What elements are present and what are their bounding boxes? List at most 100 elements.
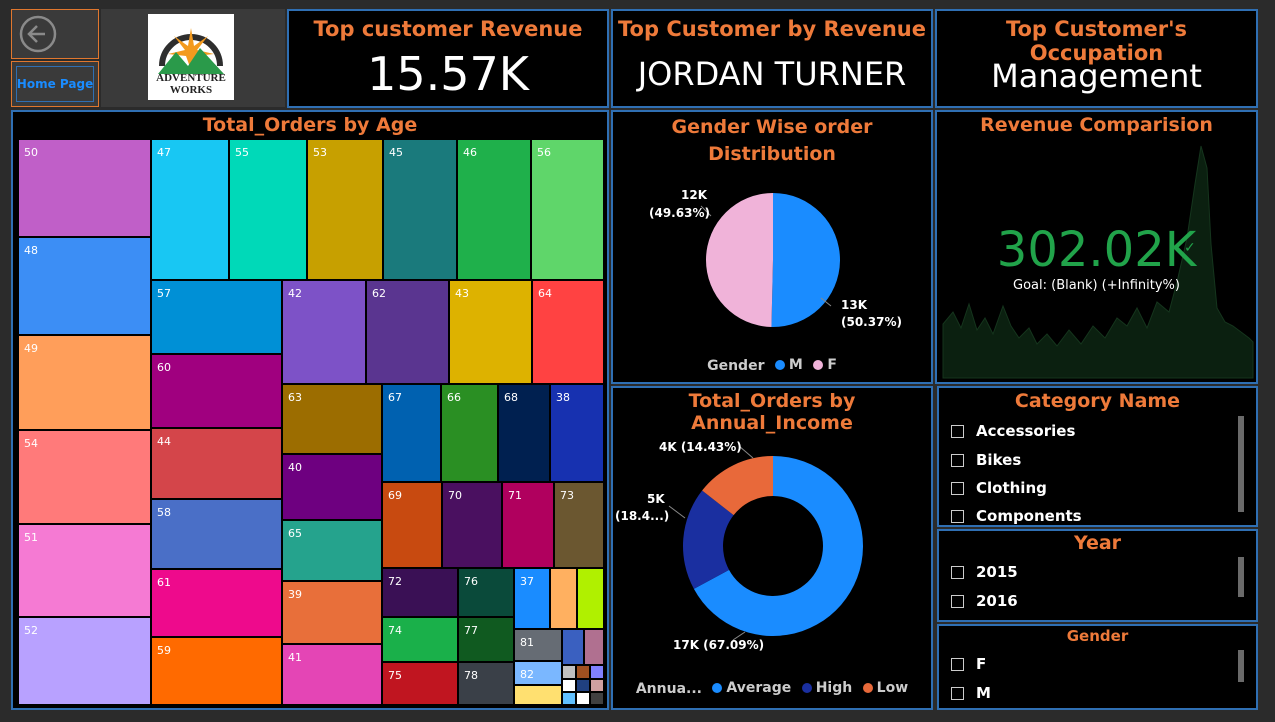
- treemap-tile-54[interactable]: 54: [19, 431, 150, 523]
- treemap-tile-44[interactable]: 44: [152, 429, 281, 498]
- legend-item-f[interactable]: F: [813, 357, 837, 373]
- treemap-tile-52[interactable]: 52: [19, 618, 150, 704]
- treemap-tile-49[interactable]: 49: [19, 336, 150, 429]
- treemap-tile-small[interactable]: [578, 569, 603, 628]
- treemap-tile-42[interactable]: 42: [283, 281, 365, 383]
- treemap-tile-60[interactable]: 60: [152, 355, 281, 427]
- treemap-tile-50[interactable]: 50: [19, 140, 150, 236]
- legend-item-average[interactable]: Average: [712, 680, 791, 696]
- treemap-tile-63[interactable]: 63: [283, 385, 381, 453]
- treemap-tile-62[interactable]: 62: [367, 281, 448, 383]
- treemap-tile-small[interactable]: [585, 630, 603, 664]
- treemap-tile-small[interactable]: [591, 666, 603, 678]
- treemap-tile-72[interactable]: 72: [383, 569, 457, 616]
- treemap-tile-small[interactable]: [563, 680, 575, 691]
- slicer-item-clothing[interactable]: Clothing: [951, 479, 1047, 497]
- treemap-tile-75[interactable]: 75: [383, 663, 457, 704]
- treemap-tile-82[interactable]: 82: [515, 662, 561, 684]
- treemap-tile-43[interactable]: 43: [450, 281, 531, 383]
- slicer-item-components[interactable]: Components: [951, 507, 1082, 525]
- checkbox[interactable]: [951, 565, 964, 579]
- treemap-tile-small[interactable]: [577, 680, 589, 691]
- treemap-tile-53[interactable]: 53: [308, 140, 382, 279]
- checkbox[interactable]: [951, 453, 964, 467]
- donut-slice-high[interactable]: [683, 490, 734, 589]
- pie-slice-f[interactable]: [705, 193, 773, 327]
- treemap-tile-68[interactable]: 68: [499, 385, 549, 481]
- treemap-tile-41[interactable]: 41: [283, 645, 381, 704]
- legend-item-high[interactable]: High: [801, 680, 852, 696]
- treemap-tile-small[interactable]: [577, 666, 589, 678]
- treemap-tile-58[interactable]: 58: [152, 500, 281, 568]
- treemap-tile-66[interactable]: 66: [442, 385, 497, 481]
- checkbox[interactable]: [951, 686, 964, 700]
- treemap-tile-small[interactable]: [591, 693, 603, 704]
- treemap-tile-small[interactable]: [563, 630, 583, 664]
- treemap-tile-40[interactable]: 40: [283, 455, 381, 519]
- treemap-tile-65[interactable]: 65: [283, 521, 381, 580]
- slicer-item-bikes[interactable]: Bikes: [951, 451, 1021, 469]
- treemap-tile-73[interactable]: 73: [555, 483, 603, 567]
- pie-slice-m[interactable]: [771, 193, 840, 327]
- treemap-tile-55[interactable]: 55: [230, 140, 306, 279]
- slicer-item-f[interactable]: F: [951, 655, 986, 673]
- treemap-tile-56[interactable]: 56: [532, 140, 603, 279]
- treemap-tile-59[interactable]: 59: [152, 638, 281, 704]
- slicer-item-2015[interactable]: 2015: [951, 563, 1018, 581]
- checkbox[interactable]: [951, 509, 964, 523]
- treemap-tile-label: 43: [455, 287, 469, 300]
- treemap-tile-37[interactable]: 37: [515, 569, 549, 628]
- treemap-tile-70[interactable]: 70: [443, 483, 501, 567]
- treemap-tile-77[interactable]: 77: [459, 618, 513, 661]
- back-button[interactable]: [11, 9, 99, 59]
- treemap-tile-label: 77: [464, 624, 478, 637]
- treemap-tile-51[interactable]: 51: [19, 525, 150, 616]
- treemap-tile-39[interactable]: 39: [283, 582, 381, 643]
- treemap-tile-label: 66: [447, 391, 461, 404]
- legend-item-m[interactable]: M: [774, 357, 803, 373]
- treemap-tile-small[interactable]: [515, 686, 561, 704]
- checkbox[interactable]: [951, 481, 964, 495]
- slicer-item-accessories[interactable]: Accessories: [951, 422, 1075, 440]
- treemap-tile-small[interactable]: [563, 666, 575, 678]
- treemap-tile-38[interactable]: 38: [551, 385, 603, 481]
- treemap-tile-57[interactable]: 57: [152, 281, 281, 353]
- treemap-tile-label: 71: [508, 489, 522, 502]
- slicer-item-m[interactable]: M: [951, 684, 991, 702]
- treemap-tile-47[interactable]: 47: [152, 140, 228, 279]
- legend-label: Average: [726, 680, 792, 696]
- checkbox[interactable]: [951, 424, 964, 438]
- treemap-tile-small[interactable]: [551, 569, 576, 628]
- home-page-button[interactable]: Home Page: [11, 61, 99, 107]
- treemap-tile-small[interactable]: [591, 680, 603, 691]
- treemap-tile-45[interactable]: 45: [384, 140, 456, 279]
- treemap-tile-76[interactable]: 76: [459, 569, 513, 616]
- checkbox[interactable]: [951, 657, 964, 671]
- treemap-tile-67[interactable]: 67: [383, 385, 440, 481]
- treemap-tile-69[interactable]: 69: [383, 483, 441, 567]
- treemap-tile-64[interactable]: 64: [533, 281, 603, 383]
- donut-slice-average[interactable]: [693, 456, 863, 636]
- slicer-item-2016[interactable]: 2016: [951, 592, 1018, 610]
- treemap-tile-small[interactable]: [577, 693, 589, 704]
- legend-item-low[interactable]: Low: [862, 680, 908, 696]
- treemap-tile-label: 51: [24, 531, 38, 544]
- treemap-tile-78[interactable]: 78: [459, 663, 513, 704]
- treemap-tile-81[interactable]: 81: [515, 630, 561, 660]
- treemap-tile-label: 40: [288, 461, 302, 474]
- treemap-tile-label: 70: [448, 489, 462, 502]
- treemap-tile-61[interactable]: 61: [152, 570, 281, 636]
- donut-slice-low[interactable]: [702, 456, 773, 516]
- scrollbar[interactable]: [1238, 557, 1244, 597]
- slicer-item-label: Accessories: [976, 422, 1076, 440]
- treemap-tile-48[interactable]: 48: [19, 238, 150, 334]
- treemap-tile-small[interactable]: [563, 693, 575, 704]
- scrollbar[interactable]: [1238, 650, 1244, 682]
- scrollbar[interactable]: [1238, 416, 1244, 512]
- treemap-tile-74[interactable]: 74: [383, 618, 457, 661]
- treemap-tile-71[interactable]: 71: [503, 483, 553, 567]
- card-value: Management: [991, 57, 1202, 95]
- treemap-tile-label: 39: [288, 588, 302, 601]
- checkbox[interactable]: [951, 594, 964, 608]
- treemap-tile-46[interactable]: 46: [458, 140, 530, 279]
